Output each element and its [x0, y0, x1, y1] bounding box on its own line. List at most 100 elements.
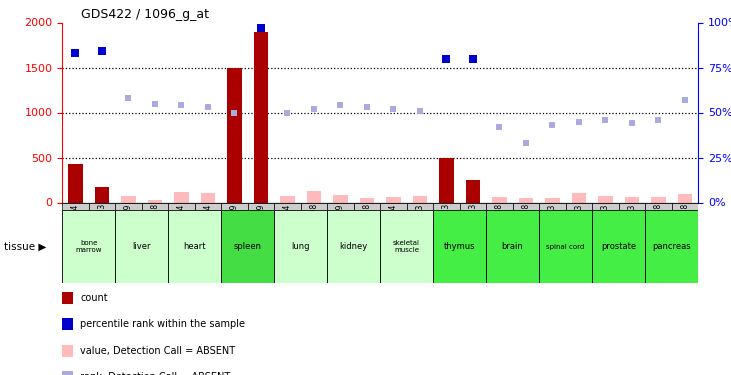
Text: pancreas: pancreas — [652, 242, 691, 251]
Bar — [678, 194, 692, 202]
Bar — [115, 202, 142, 210]
Bar — [433, 202, 460, 210]
Bar — [62, 210, 115, 283]
Bar — [439, 158, 454, 203]
Text: GSM12654: GSM12654 — [283, 203, 292, 244]
Text: GSM12659: GSM12659 — [336, 203, 345, 244]
Bar — [539, 210, 592, 283]
Text: GSM12728: GSM12728 — [363, 203, 371, 244]
Bar — [466, 180, 480, 203]
Bar — [300, 202, 327, 210]
Text: count: count — [80, 293, 108, 303]
Text: GSM12718: GSM12718 — [151, 203, 159, 244]
Bar — [360, 198, 374, 202]
Text: GSM12713: GSM12713 — [469, 203, 477, 244]
Bar — [115, 210, 168, 283]
Bar — [380, 210, 433, 283]
Text: value, Detection Call = ABSENT: value, Detection Call = ABSENT — [80, 346, 235, 355]
Bar — [645, 210, 698, 283]
Bar — [486, 210, 539, 283]
Bar — [194, 202, 221, 210]
Bar — [512, 202, 539, 210]
Text: GSM12723: GSM12723 — [97, 203, 107, 244]
Bar — [68, 164, 83, 202]
Text: GSM12733: GSM12733 — [601, 203, 610, 244]
Bar — [406, 202, 433, 210]
Bar — [672, 202, 698, 210]
Bar — [306, 191, 321, 202]
Bar — [142, 202, 168, 210]
Bar — [645, 202, 672, 210]
Bar — [62, 202, 88, 210]
Bar — [592, 202, 618, 210]
Text: bone
marrow: bone marrow — [75, 240, 102, 253]
Bar — [327, 210, 380, 283]
Bar — [221, 210, 274, 283]
Text: GDS422 / 1096_g_at: GDS422 / 1096_g_at — [81, 8, 209, 21]
Text: GSM12664: GSM12664 — [203, 203, 213, 244]
Bar — [460, 202, 486, 210]
Text: GSM12649: GSM12649 — [230, 203, 239, 244]
Bar — [598, 196, 613, 202]
Text: GSM12698: GSM12698 — [309, 203, 319, 244]
Bar — [94, 187, 109, 202]
Text: GSM12634: GSM12634 — [71, 203, 80, 244]
Bar — [248, 202, 274, 210]
Text: tissue ▶: tissue ▶ — [4, 242, 46, 252]
Bar — [274, 210, 327, 283]
Bar — [492, 197, 507, 202]
Bar — [327, 202, 354, 210]
Text: GSM12753: GSM12753 — [575, 203, 583, 244]
Text: GSM12674: GSM12674 — [389, 203, 398, 244]
Bar — [433, 210, 486, 283]
Bar — [354, 202, 380, 210]
Text: skeletal
muscle: skeletal muscle — [393, 240, 420, 253]
Bar — [88, 202, 115, 210]
Text: prostate: prostate — [601, 242, 636, 251]
Bar — [572, 193, 586, 202]
Text: percentile rank within the sample: percentile rank within the sample — [80, 320, 246, 329]
Bar — [486, 202, 512, 210]
Bar — [412, 196, 427, 202]
Text: GSM12639: GSM12639 — [124, 203, 133, 244]
Bar — [200, 193, 215, 202]
Text: GSM12688: GSM12688 — [495, 203, 504, 244]
Bar — [254, 32, 268, 202]
Bar — [518, 198, 533, 202]
Text: GSM12738: GSM12738 — [654, 203, 663, 244]
Text: GSM12669: GSM12669 — [257, 203, 265, 244]
Text: thymus: thymus — [444, 242, 475, 251]
Text: GSM12703: GSM12703 — [548, 203, 557, 244]
Bar — [566, 202, 592, 210]
Bar — [624, 197, 639, 202]
Bar — [545, 198, 560, 202]
Bar — [592, 210, 645, 283]
Bar — [618, 202, 645, 210]
Bar — [386, 197, 401, 202]
Bar — [280, 196, 295, 202]
Text: lung: lung — [292, 242, 310, 251]
Text: GSM12743: GSM12743 — [627, 203, 637, 244]
Bar — [168, 202, 194, 210]
Bar — [539, 202, 566, 210]
Bar — [227, 68, 242, 203]
Bar — [221, 202, 248, 210]
Bar — [174, 192, 189, 202]
Bar — [168, 210, 221, 283]
Text: GSM12708: GSM12708 — [521, 203, 531, 244]
Text: spleen: spleen — [234, 242, 262, 251]
Text: GSM12644: GSM12644 — [177, 203, 186, 244]
Bar — [380, 202, 406, 210]
Text: kidney: kidney — [339, 242, 368, 251]
Bar — [274, 202, 300, 210]
Bar — [121, 196, 136, 202]
Text: GSM12748: GSM12748 — [681, 203, 689, 244]
Bar — [148, 200, 162, 202]
Text: rank, Detection Call = ABSENT: rank, Detection Call = ABSENT — [80, 372, 231, 375]
Text: heart: heart — [183, 242, 206, 251]
Text: GSM12693: GSM12693 — [415, 203, 425, 244]
Text: brain: brain — [501, 242, 523, 251]
Bar — [333, 195, 348, 202]
Text: liver: liver — [132, 242, 151, 251]
Bar — [651, 197, 666, 202]
